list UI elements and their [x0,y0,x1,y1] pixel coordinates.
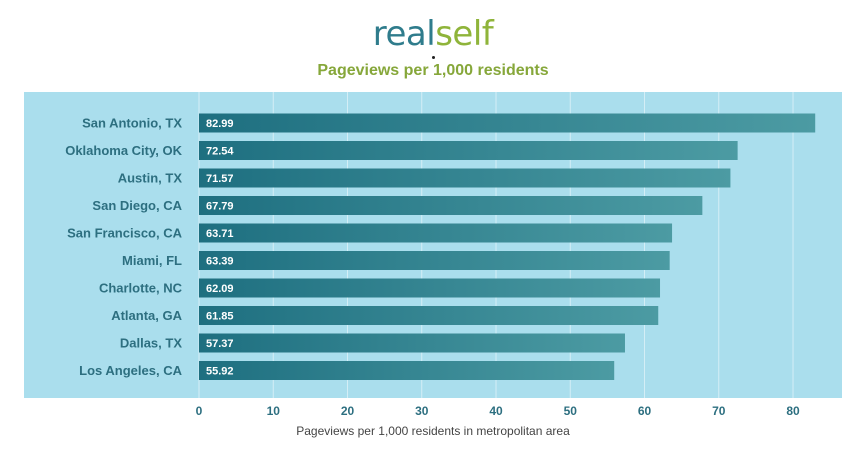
bar [199,196,703,215]
bar [199,141,738,160]
bars [199,113,816,380]
category-label: Charlotte, NC [99,281,183,296]
category-label: Los Angeles, CA [79,363,182,378]
bar [199,223,673,243]
data-label: 82.99 [206,118,234,130]
bar [199,113,816,133]
category-label: Dallas, TX [120,336,182,351]
x-tick-label: 20 [341,404,355,418]
bar [199,361,615,380]
category-label: San Diego, CA [92,198,182,213]
category-label: San Francisco, CA [67,226,182,241]
data-label: 72.54 [206,146,234,158]
bar [199,278,661,298]
data-label: 62.09 [206,283,234,295]
category-label: Atlanta, GA [111,308,182,323]
x-axis-ticks: 0 10 20 30 40 50 60 70 80 [196,404,800,418]
x-tick-label: 50 [564,404,578,418]
category-label: Miami, FL [122,253,182,268]
logo-part-self: self [435,14,494,54]
data-label: 61.85 [206,311,234,323]
data-label: 55.92 [206,366,234,378]
x-tick-label: 30 [415,404,429,418]
value-labels: 82.99 72.54 71.57 67.79 63.71 63.39 62.09 61.85… [206,118,234,378]
data-label: 63.39 [206,256,234,268]
x-tick-label: 80 [786,404,800,418]
chart-title: Pageviews per 1,000 residents [317,62,549,79]
bar [199,306,659,325]
x-tick-label: 40 [489,404,503,418]
category-label: Austin, TX [118,171,183,186]
data-label: 67.79 [206,201,234,213]
x-tick-label: 70 [712,404,726,418]
realself-logo: realself [0,14,866,54]
data-label: 57.37 [206,338,234,350]
bar [199,333,625,353]
bar [199,251,670,270]
category-label: Oklahoma City, OK [65,143,182,158]
category-label: San Antonio, TX [82,116,182,131]
x-tick-label: 60 [638,404,652,418]
x-tick-label: 0 [196,404,203,418]
data-label: 71.57 [206,173,234,185]
bar [199,168,731,188]
data-label: 63.71 [206,228,234,240]
x-axis-label: Pageviews per 1,000 residents in metropo… [296,424,570,438]
decorative-dot [432,56,435,59]
category-labels: San Antonio, TX Oklahoma City, OK Austin, … [65,116,182,379]
x-tick-label: 10 [267,404,281,418]
logo-part-real: real [372,14,436,54]
